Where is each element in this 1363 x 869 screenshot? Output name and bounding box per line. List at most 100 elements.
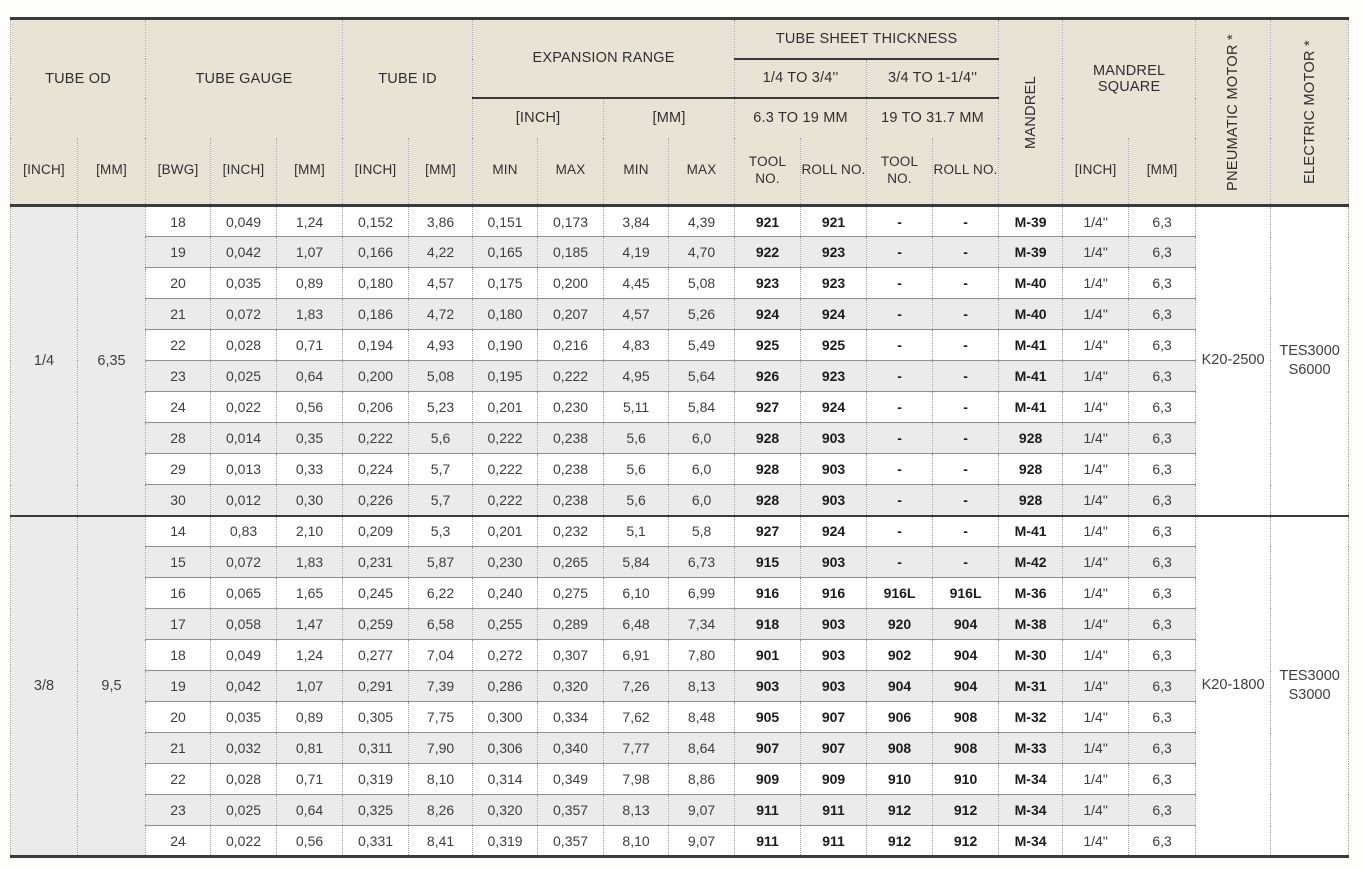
- table-cell: -: [932, 546, 1000, 578]
- tube-od-inch-cell: 1/4: [10, 205, 78, 516]
- table-cell: M-34: [998, 794, 1064, 826]
- table-cell: M-40: [998, 267, 1064, 299]
- header-tube-gauge: TUBE GAUGE: [145, 18, 344, 138]
- table-cell: 7,39: [408, 670, 474, 702]
- table-cell: 1/4": [1062, 732, 1130, 764]
- table-cell: 6,99: [668, 577, 736, 609]
- table-cell: 911: [734, 794, 802, 826]
- table-cell: 0,049: [210, 639, 278, 671]
- table-cell: 0,012: [210, 484, 278, 516]
- table-cell: 6,3: [1128, 298, 1197, 330]
- table-cell: 0,222: [472, 453, 539, 485]
- table-cell: 901: [734, 639, 802, 671]
- header-electric-motor: ELECTRIC MOTOR *: [1270, 18, 1350, 207]
- table-cell: 911: [800, 794, 868, 826]
- header-exp-mm-min: MIN: [603, 137, 670, 207]
- table-cell: 5,08: [408, 360, 474, 392]
- table-cell: 6,3: [1128, 608, 1197, 640]
- tube-expander-spec-table: TUBE OD TUBE GAUGE TUBE ID EXPANSION RAN…: [9, 17, 1350, 858]
- pneumatic-motor-cell: K20-1800: [1195, 514, 1272, 857]
- table-cell: 6,0: [668, 453, 736, 485]
- table-cell: 908: [932, 701, 1000, 733]
- header-mandrel-square: MANDREL SQUARE: [1062, 18, 1197, 138]
- table-cell: 0,180: [342, 267, 410, 299]
- table-cell: 905: [734, 701, 802, 733]
- table-cell: 5,26: [668, 298, 736, 330]
- table-cell: 0,216: [537, 329, 605, 361]
- table-cell: 909: [734, 763, 802, 795]
- table-cell: 925: [734, 329, 802, 361]
- table-cell: 0,89: [276, 267, 344, 299]
- table-row: 21 0,032 0,81 0,311 7,90 0,306 0,340 7,77 8,64 90…: [11, 732, 1349, 764]
- table-cell: 6,3: [1128, 360, 1197, 392]
- table-cell: -: [866, 484, 934, 516]
- table-cell: 0,152: [342, 205, 410, 237]
- table-cell: 7,75: [408, 701, 474, 733]
- table-cell: 2,10: [276, 514, 344, 547]
- table-cell: 1,24: [276, 205, 344, 237]
- table-cell: 0,33: [276, 453, 344, 485]
- table-cell: 7,04: [408, 639, 474, 671]
- table-cell: 4,95: [603, 360, 670, 392]
- table-cell: 1/4": [1062, 422, 1130, 454]
- table-cell: 4,93: [408, 329, 474, 361]
- header-mandrel: MANDREL: [998, 18, 1064, 207]
- table-cell: 6,3: [1128, 825, 1197, 857]
- table-cell: 909: [800, 763, 868, 795]
- table-cell: 928: [998, 484, 1064, 516]
- table-cell: 0,042: [210, 670, 278, 702]
- table-cell: 924: [734, 298, 802, 330]
- table-cell: 6,3: [1128, 267, 1197, 299]
- table-cell: 916: [800, 577, 868, 609]
- table-cell: 5,11: [603, 391, 670, 423]
- table-cell: 29: [145, 453, 212, 485]
- table-cell: 926: [734, 360, 802, 392]
- table-cell: 6,22: [408, 577, 474, 609]
- header-id-mm: [MM]: [408, 137, 474, 207]
- table-cell: 5,8: [668, 514, 736, 547]
- table-cell: 5,84: [668, 391, 736, 423]
- table-cell: 0,035: [210, 701, 278, 733]
- table-cell: 6,73: [668, 546, 736, 578]
- table-cell: 5,23: [408, 391, 474, 423]
- table-cell: 0,320: [537, 670, 605, 702]
- table-cell: 19: [145, 670, 212, 702]
- table-cell: 908: [932, 732, 1000, 764]
- table-cell: 1/4": [1062, 670, 1130, 702]
- table-cell: -: [866, 360, 934, 392]
- header-ts-range2-mm: 19 TO 31.7 MM: [866, 97, 1000, 138]
- table-cell: 8,41: [408, 825, 474, 857]
- table-cell: 30: [145, 484, 212, 516]
- table-cell: M-42: [998, 546, 1064, 578]
- table-cell: 903: [800, 484, 868, 516]
- table-cell: 6,3: [1128, 577, 1197, 609]
- table-cell: 0,56: [276, 391, 344, 423]
- table-cell: 0,64: [276, 360, 344, 392]
- table-cell: 0,231: [342, 546, 410, 578]
- table-body: 1/4 6,35 18 0,049 1,24 0,152 3,86 0,151 0,173 3,8…: [10, 205, 1350, 857]
- table-cell: M-41: [998, 329, 1064, 361]
- table-cell: 0,259: [342, 608, 410, 640]
- table-cell: 903: [800, 608, 868, 640]
- table-cell: 1/4": [1062, 701, 1130, 733]
- table-cell: 1,83: [276, 546, 344, 578]
- table-cell: 925: [800, 329, 868, 361]
- table-cell: -: [866, 391, 934, 423]
- electric-motor-cell: TES3000 S6000: [1270, 205, 1350, 516]
- table-cell: 1/4": [1062, 608, 1130, 640]
- table-cell: 0,195: [472, 360, 539, 392]
- table-cell: 0,349: [537, 763, 605, 795]
- table-cell: M-39: [998, 236, 1064, 268]
- table-cell: 904: [866, 670, 934, 702]
- header-od-inch: [INCH]: [10, 137, 78, 207]
- table-row: 28 0,014 0,35 0,222 5,6 0,222 0,238 5,6 6,0 928 90…: [11, 422, 1349, 454]
- header-roll-no-1: ROLL NO.: [800, 137, 868, 207]
- table-cell: 0,206: [342, 391, 410, 423]
- table-cell: 918: [734, 608, 802, 640]
- table-cell: 6,0: [668, 422, 736, 454]
- table-cell: 907: [800, 732, 868, 764]
- table-cell: 18: [145, 205, 212, 237]
- table-cell: -: [932, 484, 1000, 516]
- table-cell: 4,57: [603, 298, 670, 330]
- table-cell: 1/4": [1062, 267, 1130, 299]
